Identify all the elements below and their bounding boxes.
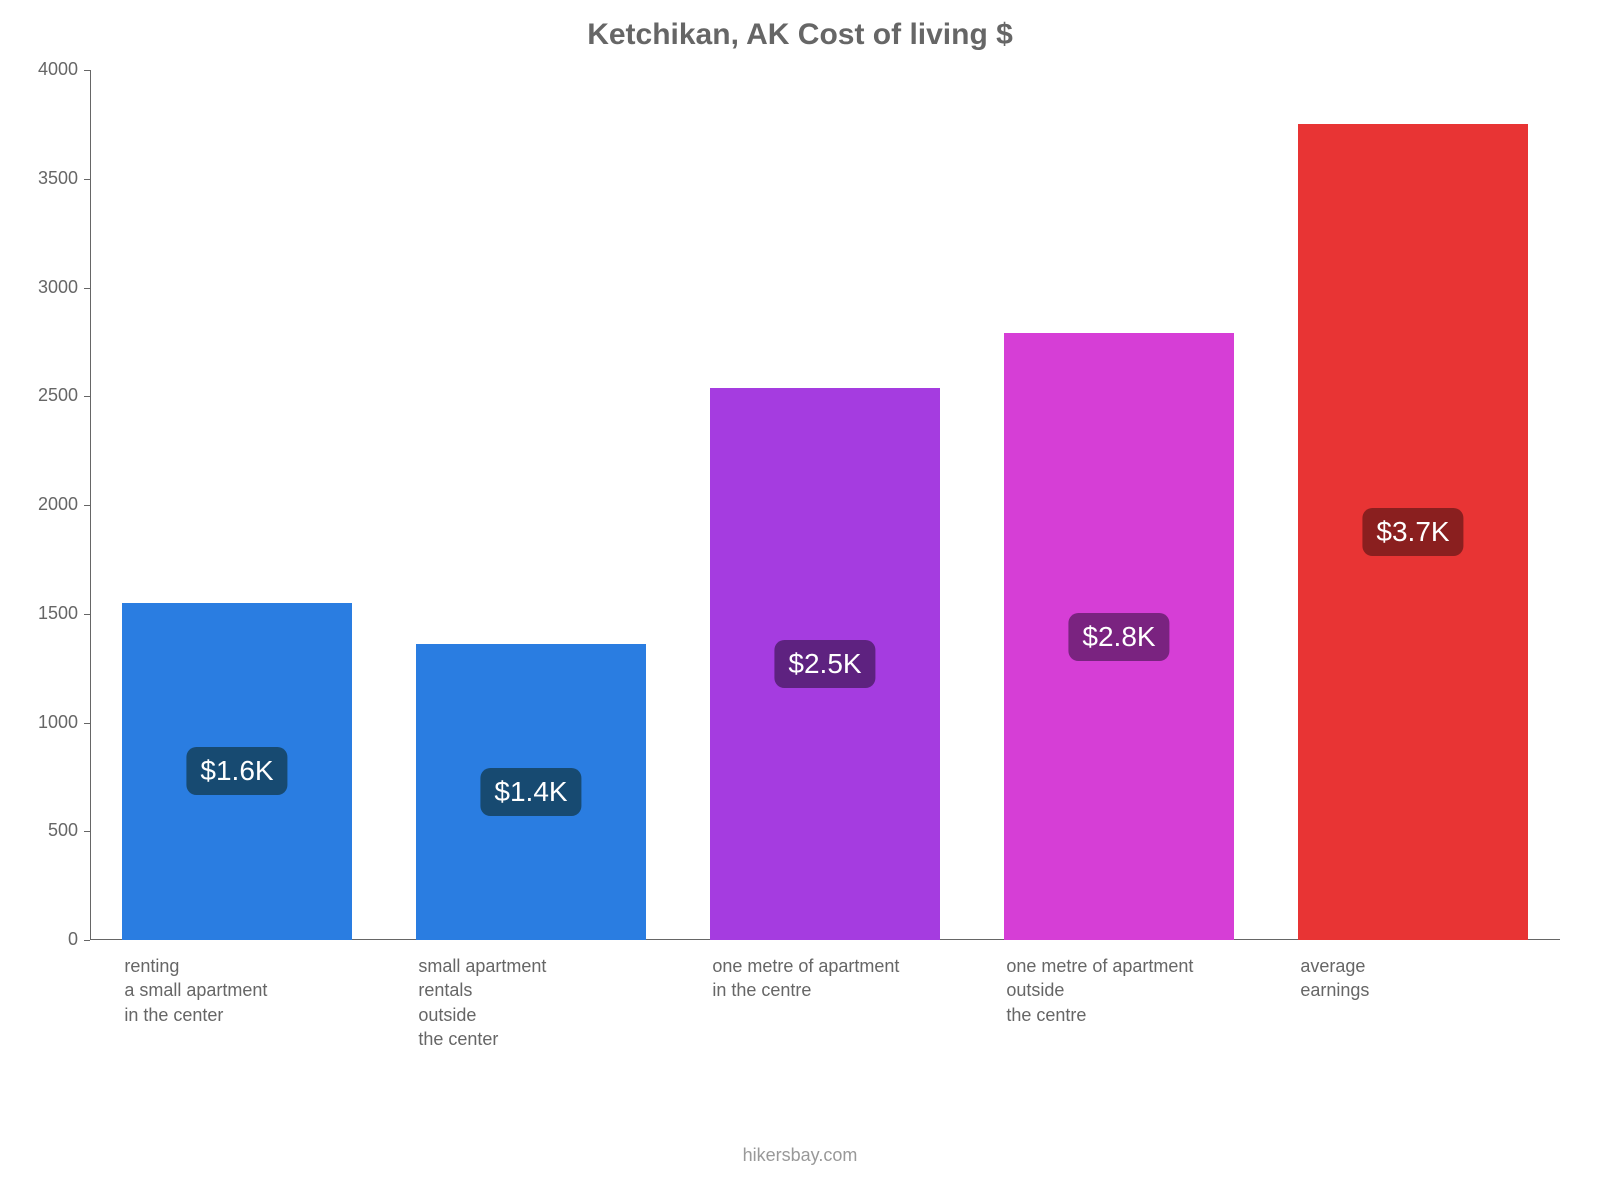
y-tick-label: 0 bbox=[8, 929, 78, 950]
y-tick-label: 3000 bbox=[8, 277, 78, 298]
y-tick-label: 1000 bbox=[8, 712, 78, 733]
y-axis-line bbox=[90, 70, 91, 940]
bar-value-badge: $2.8K bbox=[1068, 613, 1169, 661]
x-tick-label: renting a small apartment in the center bbox=[124, 954, 267, 1027]
y-tick-mark bbox=[84, 940, 90, 941]
x-tick-label: one metre of apartment outside the centr… bbox=[1006, 954, 1193, 1027]
y-tick-mark bbox=[84, 70, 90, 71]
y-tick-label: 3500 bbox=[8, 168, 78, 189]
y-tick-label: 2000 bbox=[8, 494, 78, 515]
y-tick-mark bbox=[84, 179, 90, 180]
y-tick-label: 1500 bbox=[8, 603, 78, 624]
x-tick-label: small apartment rentals outside the cent… bbox=[418, 954, 546, 1051]
y-tick-mark bbox=[84, 505, 90, 506]
y-tick-label: 4000 bbox=[8, 59, 78, 80]
x-tick-label: average earnings bbox=[1300, 954, 1369, 1003]
y-tick-label: 2500 bbox=[8, 385, 78, 406]
bar-value-badge: $3.7K bbox=[1362, 508, 1463, 556]
bar-value-badge: $1.6K bbox=[186, 747, 287, 795]
bar-value-badge: $1.4K bbox=[480, 768, 581, 816]
bar-value-badge: $2.5K bbox=[774, 640, 875, 688]
plot-area: 05001000150020002500300035004000$1.6Kren… bbox=[90, 70, 1560, 940]
y-tick-mark bbox=[84, 396, 90, 397]
x-tick-label: one metre of apartment in the centre bbox=[712, 954, 899, 1003]
y-tick-mark bbox=[84, 614, 90, 615]
chart-footer: hikersbay.com bbox=[0, 1145, 1600, 1166]
y-tick-mark bbox=[84, 831, 90, 832]
y-tick-label: 500 bbox=[8, 820, 78, 841]
cost-of-living-chart: Ketchikan, AK Cost of living $ 050010001… bbox=[0, 0, 1600, 1200]
chart-title: Ketchikan, AK Cost of living $ bbox=[0, 18, 1600, 52]
y-tick-mark bbox=[84, 723, 90, 724]
y-tick-mark bbox=[84, 288, 90, 289]
